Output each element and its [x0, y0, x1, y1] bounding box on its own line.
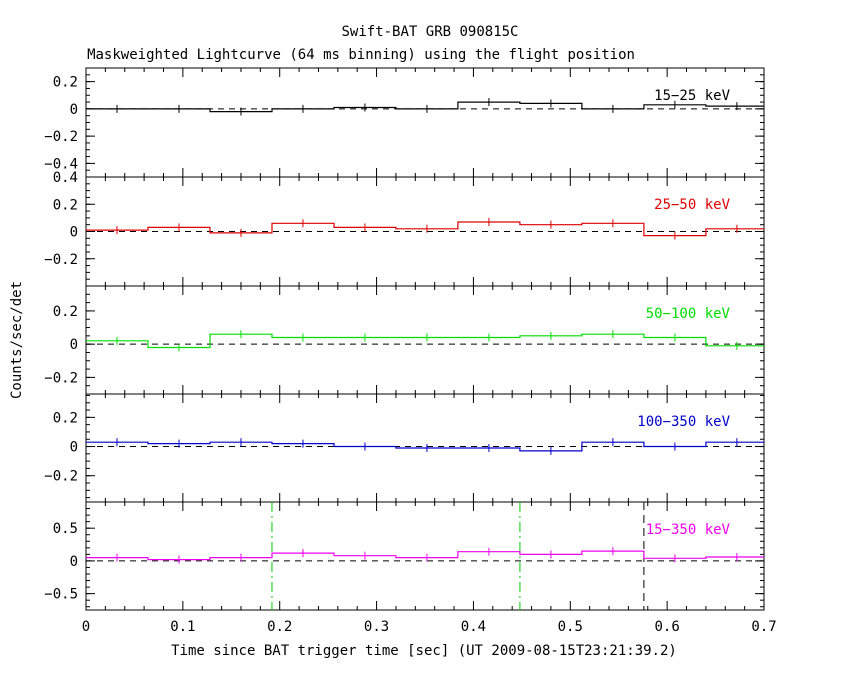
y-tick-label: −0.5 — [44, 587, 78, 603]
series-line — [86, 441, 764, 452]
x-tick-label: 0 — [82, 619, 90, 635]
y-tick-label: 0.2 — [53, 410, 78, 426]
y-tick-label: 0 — [70, 554, 78, 570]
y-axis-label: Counts/sec/det — [9, 281, 25, 399]
y-tick-label: 0.2 — [53, 75, 78, 91]
series-line — [86, 101, 764, 113]
y-tick-label: 0 — [70, 337, 78, 353]
panel-1: 0.2 0 −0.2 −0.4 15−25 keV — [44, 67, 765, 178]
band-label: 25−50 keV — [654, 197, 730, 213]
panel-frame — [85, 285, 765, 395]
series-line — [86, 550, 764, 561]
panels-group: 0.2 0 −0.2 −0.4 15−25 keV 0.4 0.2 0 −0.2 25−50 ke… — [44, 67, 777, 635]
x-tick-label: 0.3 — [364, 619, 389, 635]
panel-4: 0.2 0 −0.2 100−350 keV — [44, 393, 765, 503]
band-label: 50−100 keV — [646, 306, 731, 322]
y-tick-label: −0.2 — [44, 129, 78, 145]
panel-frame — [85, 67, 765, 178]
x-tick-label: 0.6 — [654, 619, 679, 635]
y-tick-label: 0.5 — [53, 521, 78, 537]
y-tick-label: −0.2 — [44, 370, 78, 386]
panel-3: 0.2 0 −0.2 50−100 keV — [44, 285, 765, 395]
y-tick-label: 0 — [70, 225, 78, 241]
y-tick-label: 0 — [70, 440, 78, 456]
chart-subtitle: Maskweighted Lightcurve (64 ms binning) … — [87, 47, 635, 63]
panel-frame — [85, 501, 765, 611]
panel-2: 0.4 0.2 0 −0.2 25−50 keV — [44, 170, 765, 287]
panel-5: 0.5 0 −0.5 15−350 keV — [44, 501, 765, 611]
y-tick-label: −0.2 — [44, 252, 78, 268]
y-tick-label: 0.2 — [53, 197, 78, 213]
y-tick-label: 0 — [70, 102, 78, 118]
x-tick-label: 0.4 — [461, 619, 486, 635]
x-tick-label: 0.7 — [751, 619, 776, 635]
y-tick-label: −0.4 — [44, 156, 78, 172]
y-tick-label: −0.2 — [44, 469, 78, 485]
band-label: 100−350 keV — [637, 414, 730, 430]
y-tick-label: 0.4 — [53, 170, 78, 186]
band-label: 15−25 keV — [654, 88, 730, 104]
chart-title: Swift-BAT GRB 090815C — [341, 24, 518, 40]
x-tick-label: 0.1 — [170, 619, 195, 635]
x-tick-label: 0.2 — [267, 619, 292, 635]
series-line — [86, 333, 764, 349]
x-axis-label: Time since BAT trigger time [sec] (UT 20… — [171, 643, 677, 659]
band-label: 15−350 keV — [646, 522, 731, 538]
x-tick-label: 0.5 — [558, 619, 583, 635]
y-tick-label: 0.2 — [53, 304, 78, 320]
series-line — [86, 221, 764, 237]
